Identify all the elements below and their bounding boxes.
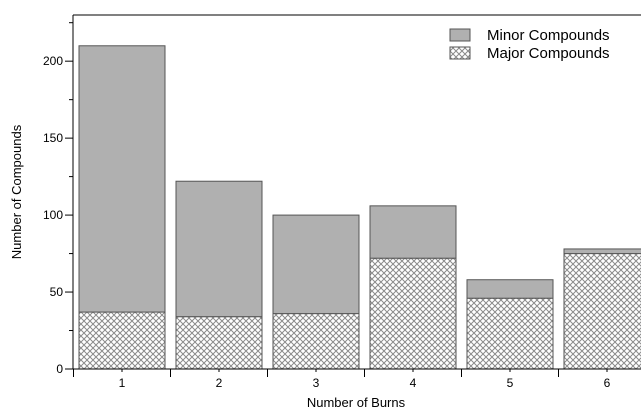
legend-swatch-major [449, 46, 471, 60]
bar-minor-5 [466, 279, 554, 299]
bar-major-2 [175, 316, 263, 370]
y-tick-label: 200 [43, 54, 63, 68]
bar-minor-1 [78, 45, 166, 313]
bar-minor-3 [272, 214, 360, 315]
bars-layer [78, 45, 641, 370]
y-tick-label: 100 [43, 208, 63, 222]
x-axis-title: Number of Burns [307, 395, 406, 410]
axes-layer: 1 2 3 4 5 6 0 50 100 150 200 [43, 14, 641, 390]
y-tick-label: 150 [43, 131, 63, 145]
legend-label-major: Major Compounds [487, 45, 610, 62]
legend-swatch-minor [449, 28, 471, 42]
bar-minor-6 [563, 248, 641, 255]
bar-major-3 [272, 313, 360, 370]
bar-major-4 [369, 257, 457, 370]
x-tick-label: 1 [119, 376, 126, 390]
y-axis-title: Number of Compounds [9, 124, 24, 259]
x-tick-label: 4 [410, 376, 417, 390]
bar-minor-2 [175, 180, 263, 318]
bar-major-6 [563, 253, 641, 370]
bar-major-5 [466, 297, 554, 370]
y-tick-label: 0 [56, 362, 63, 376]
bar-minor-4 [369, 205, 457, 259]
x-tick-label: 2 [216, 376, 223, 390]
x-tick-label: 6 [604, 376, 611, 390]
x-tick-label: 3 [313, 376, 320, 390]
bar-major-1 [78, 311, 166, 370]
x-tick-label: 5 [507, 376, 514, 390]
legend-label-minor: Minor Compounds [487, 27, 610, 44]
y-tick-label: 50 [50, 285, 64, 299]
